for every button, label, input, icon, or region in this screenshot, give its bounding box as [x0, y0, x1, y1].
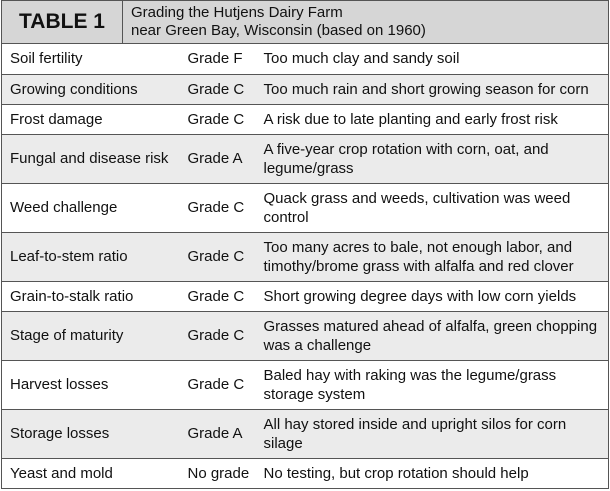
comment: Quack grass and weeds, cultivation was w…	[255, 183, 609, 233]
grade: Grade C	[179, 183, 256, 233]
table-body: Soil fertility Grade F Too much clay and s…	[1, 44, 609, 489]
grade: Grade C	[179, 74, 256, 105]
factor: Stage of maturity	[1, 311, 180, 361]
factor: Yeast and mold	[1, 458, 180, 489]
grade: Grade A	[179, 409, 256, 459]
table-row: Yeast and mold No grade No testing, but cr…	[1, 458, 609, 489]
table-header: TABLE 1 Grading the Hutjens Dairy Farm n…	[1, 0, 609, 44]
factor: Frost damage	[1, 104, 180, 135]
grade: Grade F	[179, 44, 256, 75]
table-row: Leaf-to-stem ratio Grade C Too many acres …	[1, 232, 609, 282]
comment: Baled hay with raking was the legume/gra…	[255, 360, 609, 410]
grade: Grade A	[179, 134, 256, 184]
factor: Harvest losses	[1, 360, 180, 410]
table-row: Storage losses Grade A All hay stored insi…	[1, 409, 609, 459]
factor: Storage losses	[1, 409, 180, 459]
grade: No grade	[179, 458, 256, 489]
grade: Grade C	[179, 104, 256, 135]
factor: Growing conditions	[1, 74, 180, 105]
comment: All hay stored inside and upright silos …	[255, 409, 609, 459]
comment: Too much clay and sandy soil	[255, 44, 609, 75]
table-row: Grain-to-stalk ratio Grade C Short growing…	[1, 281, 609, 312]
grade: Grade C	[179, 311, 256, 361]
comment: A risk due to late planting and early fr…	[255, 104, 609, 135]
table-label: TABLE 1	[2, 1, 123, 43]
grades-table: Soil fertility Grade F Too much clay and s…	[1, 44, 609, 489]
comment: No testing, but crop rotation should hel…	[255, 458, 609, 489]
table-row: Growing conditions Grade C Too much rain a…	[1, 74, 609, 105]
factor: Leaf-to-stem ratio	[1, 232, 180, 282]
comment: Grasses matured ahead of alfalfa, green …	[255, 311, 609, 361]
comment: Too many acres to bale, not enough labor…	[255, 232, 609, 282]
factor: Weed challenge	[1, 183, 180, 233]
table-title: Grading the Hutjens Dairy Farm near Gree…	[123, 1, 426, 43]
grade: Grade C	[179, 232, 256, 282]
table-row: Harvest losses Grade C Baled hay with raki…	[1, 360, 609, 410]
title-line: Grading the Hutjens Dairy Farm	[131, 4, 343, 21]
title-line: near Green Bay, Wisconsin (based on 1960…	[131, 22, 426, 39]
table-row: Stage of maturity Grade C Grasses matured …	[1, 311, 609, 361]
comment: A five-year crop rotation with corn, oat…	[255, 134, 609, 184]
factor: Fungal and disease risk	[1, 134, 180, 184]
grade: Grade C	[179, 281, 256, 312]
comment: Short growing degree days with low corn …	[255, 281, 609, 312]
factor: Grain-to-stalk ratio	[1, 281, 180, 312]
table-row: Soil fertility Grade F Too much clay and s…	[1, 44, 609, 75]
grade: Grade C	[179, 360, 256, 410]
factor: Soil fertility	[1, 44, 180, 75]
comment: Too much rain and short growing season f…	[255, 74, 609, 105]
table-row: Weed challenge Grade C Quack grass and wee…	[1, 183, 609, 233]
